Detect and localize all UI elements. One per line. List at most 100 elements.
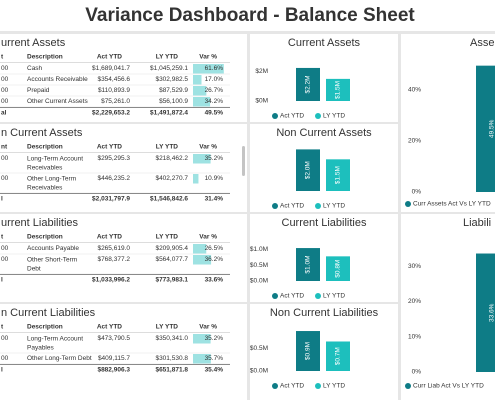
legend-label: LY YTD [323,203,345,210]
column-header: nt [1,144,8,151]
column-header: Var % [199,144,217,151]
total-cell: $882,906.3 [97,367,130,374]
legend-marker [272,293,278,299]
column-header: LY YTD [156,234,179,241]
total-cell: l [1,277,3,284]
bar [326,159,350,191]
y-tick-label: $0.0M [250,278,268,285]
bar-label: $2.2M [305,75,312,93]
y-tick-label: 30% [408,263,421,270]
panel [250,124,398,212]
bar-label: $1.5M [335,166,342,184]
cell: 00 [1,175,9,182]
cell: 00 [1,355,9,362]
bar [326,78,350,101]
cell: $265,619.0 [97,245,130,252]
y-tick-label: 20% [408,138,421,145]
table-title: urrent Assets [1,37,66,49]
column-header: Act YTD [97,234,122,241]
total-cell: 49.5% [205,110,224,117]
cell: 00 [1,155,9,162]
column-header: Description [27,144,63,151]
total-cell: $773,983.1 [155,277,188,284]
y-tick-label: $0.5M [250,345,268,352]
legend-marker [272,113,278,119]
legend-label: Curr Assets Act Vs LY YTD [413,201,491,208]
column-header: t [1,234,4,241]
cell: 26.7% [205,87,224,94]
title-bar [0,0,495,31]
column-header: Act YTD [97,54,122,61]
cell: $302,982.5 [155,76,188,83]
cell: Long-Term Account Receivables [27,155,85,171]
var-bar [193,255,212,265]
cell: 00 [1,98,9,105]
cell: $473,790.5 [97,335,130,342]
bar [476,253,495,372]
total-cell: $651,871.8 [155,367,188,374]
panel [250,34,398,122]
bar-label: $1.0M [305,255,312,273]
cell: 35.2% [205,155,224,162]
var-bar [193,174,199,184]
cell: 00 [1,65,9,72]
var-bar [193,334,211,344]
total-cell: l [1,367,3,374]
bar [296,331,320,371]
cell: $1,689,041.7 [92,65,130,72]
column-header: t [1,324,4,331]
legend-label: Act YTD [280,383,304,390]
cell: $350,341.0 [155,335,188,342]
column-header: LY YTD [156,144,179,151]
cell: $354,456.6 [97,76,130,83]
column-header: Act YTD [97,324,122,331]
bar-label: $2.0M [305,161,312,179]
bar [296,67,320,101]
legend-marker [272,383,278,389]
bar-label: $1.5M [335,81,342,99]
column-header: Description [27,234,63,241]
bar-label: 33.6% [489,303,495,322]
panel [0,124,247,212]
column-header: LY YTD [156,324,179,331]
bar [326,341,350,371]
cell: Cash [27,65,43,72]
legend-label: Act YTD [280,293,304,300]
cell: 00 [1,256,9,263]
cell: $301,530.8 [155,355,188,362]
legend-label: LY YTD [323,113,345,120]
cell: 00 [1,245,9,252]
cell: $295,295.3 [97,155,130,162]
y-tick-label: $0M [255,98,268,105]
cell: 26.5% [205,245,224,252]
cell: 61.6% [205,65,224,72]
bar [476,65,495,192]
chart-title: Current Assets [288,37,361,49]
scrollbar[interactable] [242,146,245,176]
var-bar [193,86,207,96]
cell: 00 [1,335,9,342]
legend-marker [315,293,321,299]
cell: Other Current Assets [27,98,88,105]
legend-marker [315,383,321,389]
panel [250,214,398,302]
cell: 10.9% [205,175,224,182]
y-tick-label: $0.0M [250,368,268,375]
legend-label: Act YTD [280,203,304,210]
column-header: Var % [199,324,217,331]
y-tick-label: 40% [408,87,421,94]
column-header: t [1,54,4,61]
y-tick-label: $1.0M [250,246,268,253]
var-bar [193,244,207,254]
y-tick-label: 0% [412,189,422,196]
bar-label: $0.8M [335,260,342,278]
bar-label: $0.9M [305,342,312,360]
cell: Accounts Receivable [27,76,88,83]
var-bar [193,154,211,164]
total-cell: $2,229,653.2 [92,110,130,117]
legend-marker [315,113,321,119]
y-tick-label: $2M [255,68,268,75]
total-cell: 31.4% [205,196,224,203]
legend-label: Act YTD [280,113,304,120]
